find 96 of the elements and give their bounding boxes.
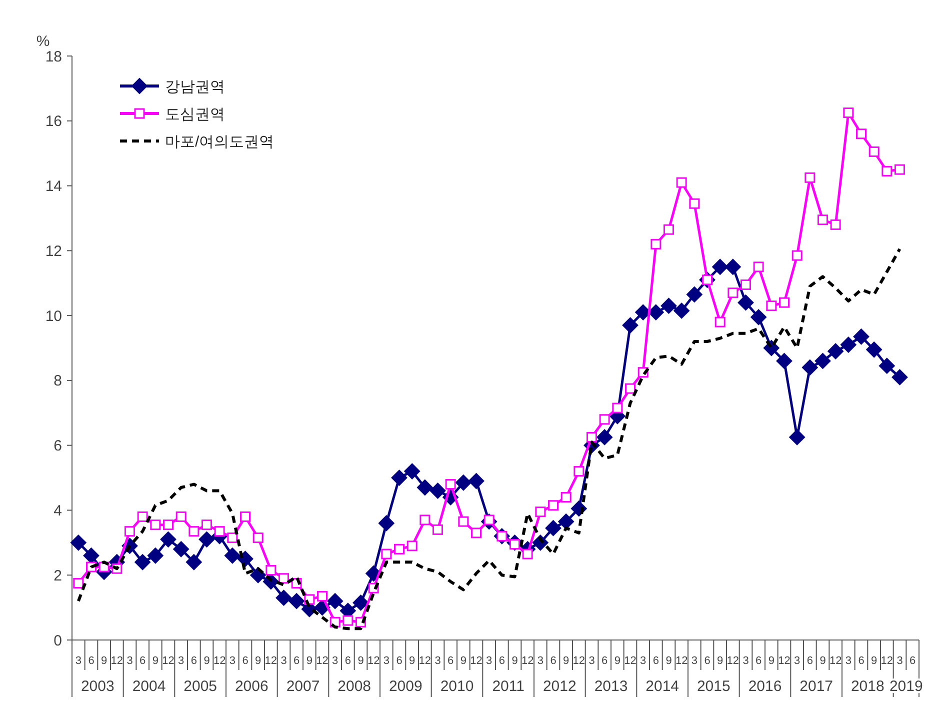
x-tick-label: 6 <box>190 655 197 667</box>
x-tick-label: 12 <box>470 655 482 667</box>
x-tick-label: 9 <box>717 655 724 667</box>
x-tick-label: 12 <box>624 655 636 667</box>
x-tick-label: 6 <box>344 655 351 667</box>
x-tick-label: 3 <box>588 655 595 667</box>
y-tick-label: 0 <box>54 632 62 650</box>
x-tick-label: 3 <box>126 655 133 667</box>
x-tick-label: 6 <box>910 655 916 667</box>
x-tick-label: 9 <box>768 655 774 667</box>
x-tick-label: 12 <box>675 655 688 667</box>
text: 2014 <box>646 678 680 695</box>
x-tick-label: 12 <box>778 655 790 667</box>
legend-label: 강남권역 <box>165 78 225 96</box>
y-tick-label: 18 <box>45 48 62 66</box>
y-tick-label: 4 <box>54 502 62 520</box>
x-tick-label: 6 <box>858 655 864 667</box>
x-tick-label: 6 <box>806 655 813 667</box>
x-tick-label: 9 <box>358 655 364 667</box>
y-tick-label: 14 <box>45 178 62 196</box>
x-tick-label: 6 <box>396 655 402 667</box>
x-tick-label: 9 <box>512 655 518 667</box>
text: 2018 <box>850 678 884 695</box>
x-tick-label: 3 <box>742 655 749 667</box>
x-tick-label: 9 <box>255 655 262 667</box>
x-tick-label: 9 <box>666 655 672 667</box>
text: 2007 <box>286 678 320 695</box>
x-tick-label: 9 <box>101 655 108 667</box>
x-tick-label: 9 <box>614 655 620 667</box>
x-tick-label: 12 <box>572 655 586 667</box>
x-tick-label: 12 <box>367 655 380 667</box>
x-tick-label: 3 <box>383 655 390 667</box>
x-tick-label: 9 <box>409 655 416 667</box>
text: 2011 <box>492 678 524 695</box>
x-tick-label: 3 <box>332 655 338 667</box>
text: 2017 <box>800 678 834 695</box>
x-tick-label: 12 <box>829 655 842 667</box>
x-tick-label: 3 <box>845 655 852 667</box>
x-tick-label: 6 <box>140 655 146 667</box>
x-tick-label: 6 <box>242 655 248 667</box>
x-tick-label: 9 <box>563 655 570 667</box>
x-tick-label: 12 <box>418 655 432 667</box>
x-tick-label: 6 <box>448 655 454 667</box>
x-tick-label: 12 <box>110 655 124 667</box>
x-tick-label: 3 <box>640 655 646 667</box>
text: 2016 <box>748 678 782 695</box>
x-tick-label: 9 <box>460 655 466 667</box>
text: 2012 <box>542 678 576 695</box>
y-tick-label: 8 <box>54 372 62 390</box>
x-tick-label: 12 <box>264 655 278 667</box>
x-tick-label: 3 <box>178 655 184 667</box>
text: 2004 <box>132 678 166 695</box>
text: 2009 <box>388 678 422 695</box>
x-tick-label: 9 <box>306 655 312 667</box>
y-tick-label: 12 <box>45 242 62 260</box>
text: 2013 <box>594 678 628 695</box>
x-tick-label: 6 <box>704 655 710 667</box>
x-tick-label: 6 <box>756 655 762 667</box>
text: 2006 <box>234 678 268 695</box>
y-tick-label: 6 <box>54 438 62 455</box>
x-tick-label: 12 <box>521 655 534 667</box>
text: 2005 <box>184 678 218 695</box>
text: 2010 <box>440 678 474 695</box>
x-tick-label: 3 <box>691 655 698 667</box>
x-tick-label: 6 <box>498 655 505 667</box>
x-tick-label: 3 <box>229 655 236 667</box>
x-tick-label: 12 <box>213 655 226 667</box>
x-tick-label: 12 <box>726 655 740 667</box>
x-tick-label: 12 <box>162 655 174 667</box>
x-tick-label: 12 <box>880 655 894 667</box>
x-tick-label: 3 <box>896 655 903 667</box>
text: 2008 <box>338 678 372 695</box>
x-tick-label: 12 <box>316 655 328 667</box>
x-tick-label: 9 <box>204 655 210 667</box>
x-tick-label: 3 <box>486 655 492 667</box>
x-tick-label: 9 <box>152 655 158 667</box>
legend-label: 도심권역 <box>165 106 225 123</box>
x-tick-label: 9 <box>871 655 878 667</box>
x-tick-label: 3 <box>280 655 287 667</box>
x-tick-label: 3 <box>434 655 441 667</box>
x-tick-label: 6 <box>88 655 94 667</box>
x-tick-label: 3 <box>794 655 800 667</box>
x-tick-label: 3 <box>75 655 82 667</box>
y-tick-label: 2 <box>54 567 62 584</box>
x-tick-label: 6 <box>652 655 659 667</box>
y-axis-title: % <box>36 33 50 50</box>
x-tick-label: 9 <box>820 655 826 667</box>
x-tick-label: 6 <box>294 655 300 667</box>
x-tick-label: 6 <box>602 655 608 667</box>
x-tick-label: 3 <box>537 655 544 667</box>
text: 2015 <box>696 678 730 695</box>
text: 2003 <box>80 678 114 695</box>
x-tick-label: 6 <box>550 655 556 667</box>
y-tick-label: 10 <box>45 308 62 325</box>
legend-label: 마포/여의도권역 <box>165 133 274 150</box>
y-tick-label: 16 <box>45 113 62 130</box>
